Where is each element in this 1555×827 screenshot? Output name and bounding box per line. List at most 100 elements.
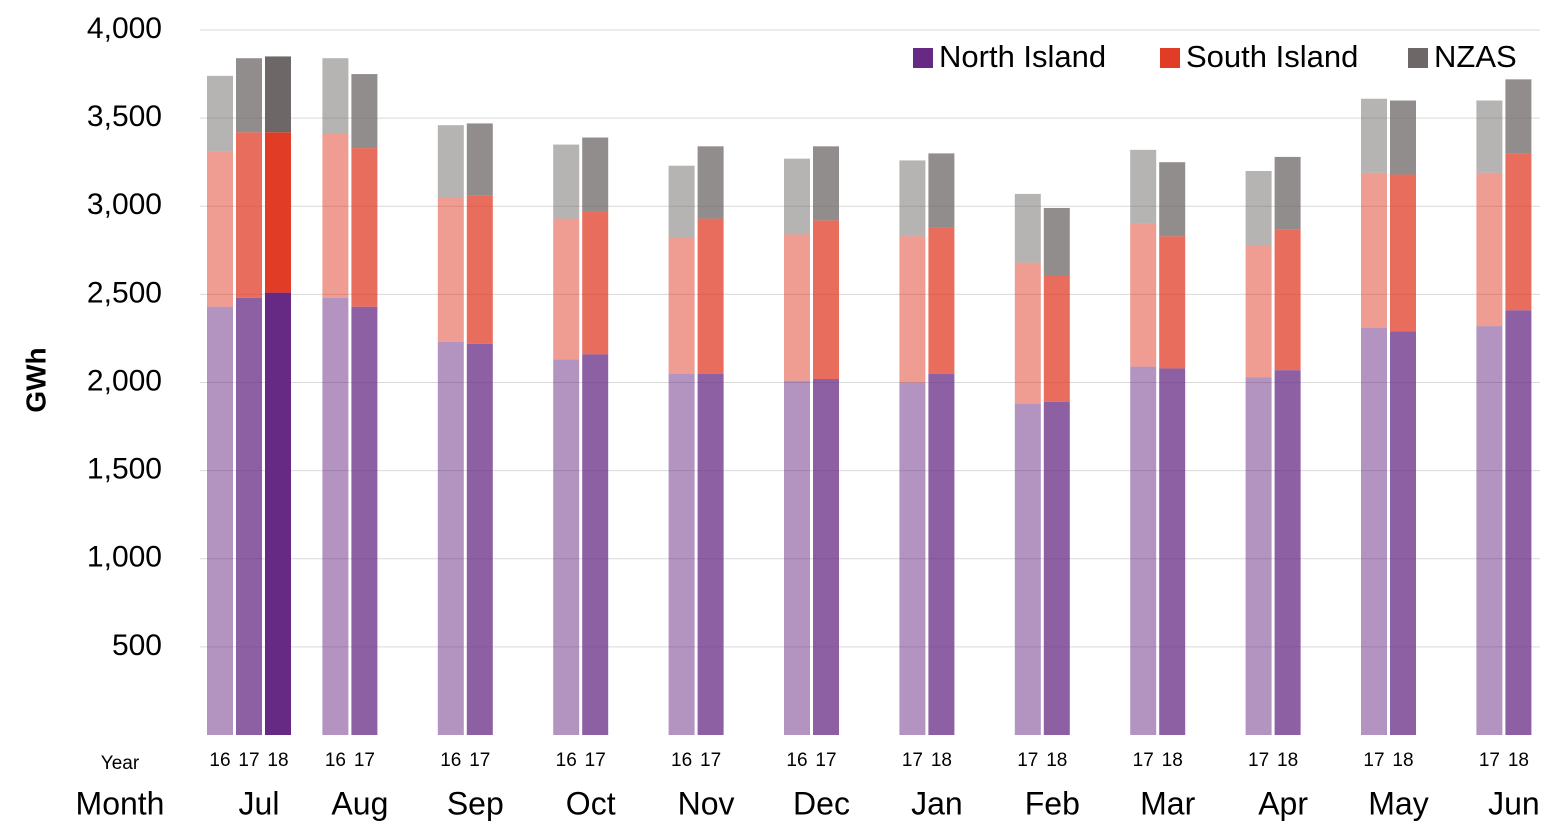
year-label: 18 (1046, 750, 1067, 771)
year-label: 17 (1479, 750, 1500, 771)
year-label: 17 (1017, 750, 1038, 771)
bar-segment (236, 58, 262, 133)
y-tick-label: 3,500 (87, 100, 162, 133)
bar-segment (1043, 208, 1070, 275)
year-label: 18 (1392, 750, 1413, 771)
bar-segment (207, 75, 233, 152)
bar-segment (1245, 377, 1272, 735)
year-label: 17 (469, 750, 490, 771)
bar-segment (1159, 368, 1186, 735)
bar-segment (553, 359, 580, 735)
month-axis-label: Month (76, 785, 165, 821)
y-tick-label: 1,500 (87, 453, 162, 486)
bar-segment (668, 237, 695, 374)
bar-segment (1014, 193, 1041, 263)
bar-segment (236, 297, 262, 735)
bar-segment (1361, 172, 1387, 328)
bar-segment (784, 158, 810, 235)
year-label: 17 (1133, 750, 1154, 771)
bar-segment (466, 123, 493, 196)
year-label: 16 (671, 750, 692, 771)
bar-segment (437, 197, 464, 342)
bar-segment (1476, 326, 1503, 735)
bar-segment (697, 373, 724, 735)
y-axis-label: GWh (20, 347, 51, 412)
legend-swatch (1160, 48, 1180, 68)
bar-segment (1361, 327, 1387, 735)
bar-segment (1390, 174, 1416, 332)
bar-segment (1505, 79, 1532, 154)
year-label: 17 (815, 750, 836, 771)
bar-segment (813, 146, 839, 221)
year-label: 17 (238, 750, 259, 771)
bar-segment (1159, 162, 1186, 237)
bar-segment (899, 382, 926, 735)
bar-segment (322, 58, 349, 134)
bar-segment (351, 74, 378, 149)
bar-segment (1274, 229, 1301, 371)
bar-segment (784, 234, 810, 381)
bar-segment (1245, 245, 1272, 378)
year-label: 16 (440, 750, 461, 771)
y-tick-label: 4,000 (87, 12, 162, 45)
bar-segment (1390, 331, 1416, 735)
month-label: Feb (1025, 785, 1080, 821)
bar-segment (466, 195, 493, 344)
year-label: 17 (354, 750, 375, 771)
bar-segment (437, 341, 464, 735)
bar-segment (1130, 223, 1157, 367)
bar-segment (1043, 274, 1070, 402)
bar-segment (928, 227, 955, 374)
month-label: Jul (239, 785, 280, 821)
bar-segment (351, 148, 378, 307)
month-label: Oct (566, 785, 616, 821)
bar-segment (265, 56, 291, 133)
month-label: Aug (331, 785, 388, 821)
bar-segment (928, 373, 955, 735)
bar-segment (928, 153, 955, 228)
bar-segment (1390, 100, 1416, 175)
bar-segment (553, 218, 580, 360)
bar-segment (1014, 403, 1041, 735)
y-tick-label: 1,000 (87, 541, 162, 574)
bar-segment (1014, 262, 1041, 404)
bar-segment (466, 343, 493, 735)
bar-segment (1159, 236, 1186, 369)
bar-segment (1476, 172, 1503, 327)
year-label: 17 (1363, 750, 1384, 771)
bar-segment (236, 132, 262, 298)
bar-segment (899, 160, 926, 237)
bar-segment (1505, 153, 1532, 311)
bar-segment (322, 133, 349, 298)
year-label: 16 (325, 750, 346, 771)
legend-swatch (913, 48, 933, 68)
bar-segment (1274, 370, 1301, 735)
month-label: May (1368, 785, 1428, 821)
bar-segment (1361, 98, 1387, 173)
month-label: Nov (678, 785, 735, 821)
bar-segment (668, 165, 695, 238)
bar-segment (697, 218, 724, 374)
bar-segment (784, 380, 810, 735)
bar-segment (437, 125, 464, 198)
year-label: 16 (556, 750, 577, 771)
month-label: Dec (793, 785, 850, 821)
month-label: Apr (1258, 785, 1308, 821)
year-label: 18 (1162, 750, 1183, 771)
year-label: 18 (1277, 750, 1298, 771)
y-tick-label: 2,000 (87, 364, 162, 397)
bar-segment (553, 144, 580, 219)
year-label: 18 (267, 750, 288, 771)
legend-label: NZAS (1434, 39, 1517, 74)
bar-segment (322, 297, 349, 735)
bar-segment (1274, 156, 1301, 230)
bar-segment (697, 146, 724, 219)
year-label: 17 (902, 750, 923, 771)
bar-segment (1130, 366, 1157, 735)
bar-segment (582, 137, 609, 212)
month-label: Jan (911, 785, 963, 821)
bar-segment (582, 354, 609, 735)
y-tick-label: 500 (112, 629, 162, 662)
legend-label: South Island (1186, 39, 1358, 74)
